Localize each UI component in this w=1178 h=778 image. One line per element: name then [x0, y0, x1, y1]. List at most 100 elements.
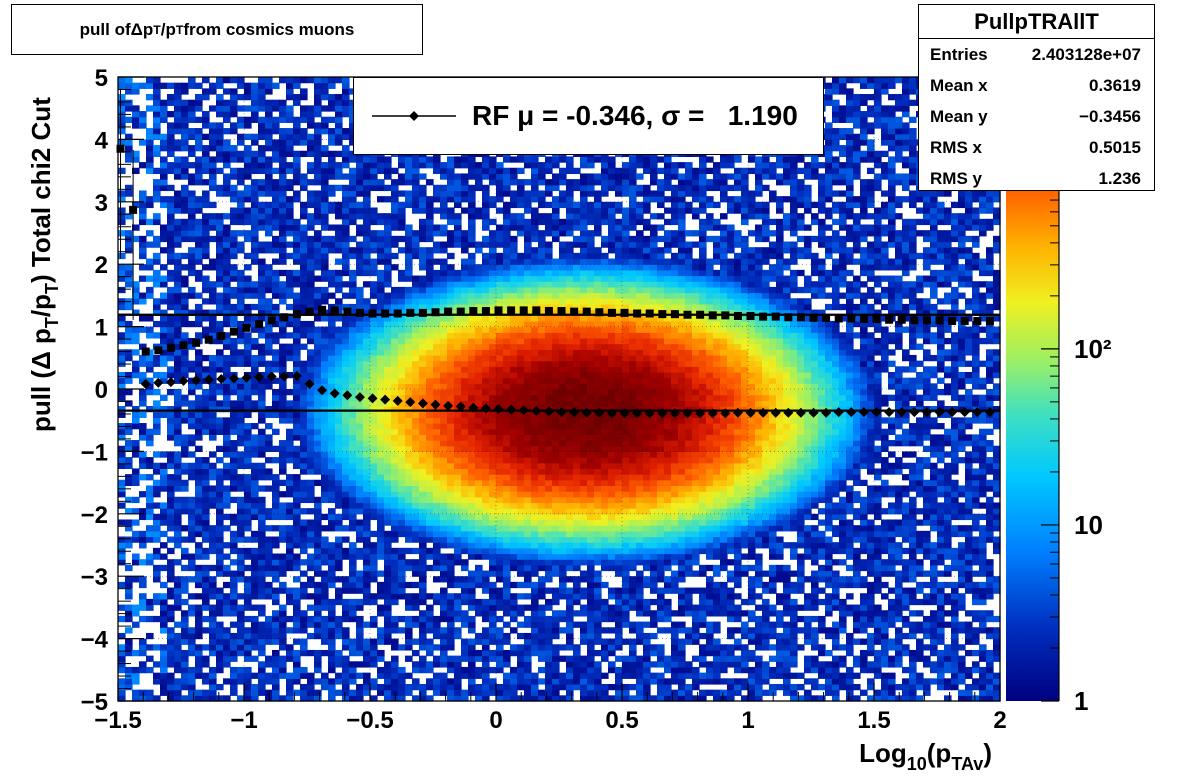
heatmap-cell [335, 173, 343, 180]
heatmap-cell [377, 689, 385, 696]
heatmap-cell [377, 258, 385, 265]
heatmap-cell [181, 139, 189, 146]
heatmap-cell [342, 354, 350, 362]
heatmap-cell [363, 394, 371, 401]
heatmap-cell [286, 269, 294, 277]
heatmap-cell [384, 491, 392, 498]
heatmap-cell [272, 235, 280, 243]
heatmap-cell [174, 258, 182, 265]
heatmap-cell [440, 672, 448, 679]
heatmap-cell [384, 536, 392, 543]
heatmap-cell [293, 218, 301, 226]
heatmap-cell [286, 457, 294, 464]
heatmap-cell [230, 406, 238, 413]
heatmap-cell [139, 190, 147, 197]
heatmap-cell [349, 190, 357, 197]
heatmap-cell [244, 683, 252, 691]
heatmap-cell [426, 394, 434, 401]
heatmap-cell [405, 474, 413, 481]
heatmap-cell [314, 371, 322, 379]
heatmap-cell [244, 655, 252, 662]
heatmap-cell [167, 326, 175, 333]
heatmap-cell [461, 434, 469, 441]
heatmap-cell [230, 150, 238, 158]
heatmap-cell [398, 360, 406, 367]
heatmap-cell [335, 457, 343, 464]
heatmap-cell [181, 400, 189, 407]
heatmap-cell [300, 581, 308, 589]
heatmap-cell [349, 559, 357, 566]
heatmap-cell [349, 547, 357, 555]
heatmap-cell [405, 235, 413, 243]
heatmap-cell [475, 695, 483, 702]
heatmap-cell [237, 207, 245, 214]
heatmap-cell [272, 303, 280, 311]
heatmap-cell [181, 627, 189, 634]
heatmap-cell [335, 94, 343, 101]
heatmap-cell [202, 286, 210, 294]
heatmap-cell [202, 462, 210, 470]
heatmap-cell [349, 235, 357, 243]
heatmap-cell [202, 116, 210, 123]
heatmap-cell [139, 536, 147, 543]
heatmap-cell [454, 655, 462, 662]
heatmap-cell [384, 479, 392, 487]
heatmap-cell [272, 190, 280, 197]
heatmap-cell [314, 496, 322, 504]
heatmap-cell [356, 201, 364, 209]
heatmap-cell [440, 320, 448, 328]
heatmap-cell [405, 303, 413, 311]
heatmap-cell [160, 371, 168, 379]
heatmap-cell [300, 275, 308, 282]
heatmap-cell [454, 190, 462, 197]
heatmap-cell [202, 689, 210, 696]
heatmap-cell [174, 513, 182, 521]
heatmap-cell [412, 479, 420, 487]
heatmap-cell [209, 593, 217, 600]
heatmap-cell [279, 604, 287, 611]
heatmap-cell [377, 525, 385, 532]
heatmap-cell [433, 468, 441, 475]
heatmap-cell [132, 530, 140, 538]
heatmap-cell [321, 286, 329, 294]
heatmap-cell [349, 377, 357, 384]
heatmap-cell [328, 320, 336, 328]
heatmap-cell [342, 406, 350, 413]
heatmap-cell [293, 150, 301, 158]
heatmap-cell [188, 502, 196, 509]
heatmap-cell [468, 576, 476, 583]
heatmap-cell [335, 281, 343, 288]
heatmap-cell [440, 196, 448, 203]
heatmap-cell [454, 411, 462, 418]
heatmap-cell [146, 82, 154, 89]
heatmap-cell [482, 218, 490, 226]
heatmap-cell [419, 360, 427, 367]
heatmap-cell [433, 389, 441, 396]
heatmap-cell [503, 315, 511, 322]
heatmap-cell [433, 434, 441, 441]
heatmap-cell [307, 564, 315, 572]
heatmap-cell [153, 423, 161, 430]
heatmap-cell [496, 366, 504, 373]
heatmap-cell [447, 349, 455, 356]
heatmap-cell [503, 179, 511, 186]
heatmap-cell [419, 298, 427, 305]
heatmap-cell [188, 508, 196, 515]
heatmap-cell [209, 377, 217, 384]
heatmap-cell [503, 252, 511, 260]
heatmap-cell [349, 451, 357, 458]
heatmap-cell [153, 88, 161, 95]
heatmap-cell [146, 440, 154, 447]
heatmap-cell [447, 428, 455, 435]
heatmap-cell [468, 286, 476, 294]
heatmap-cell [118, 105, 126, 112]
heatmap-cell [328, 576, 336, 583]
heatmap-cell [370, 213, 378, 220]
heatmap-cell [405, 502, 413, 509]
heatmap-cell [153, 547, 161, 555]
heatmap-cell [181, 695, 189, 702]
heatmap-cell [363, 508, 371, 515]
heatmap-cell [475, 326, 483, 333]
heatmap-cell [510, 281, 518, 288]
heatmap-cell [279, 116, 287, 123]
